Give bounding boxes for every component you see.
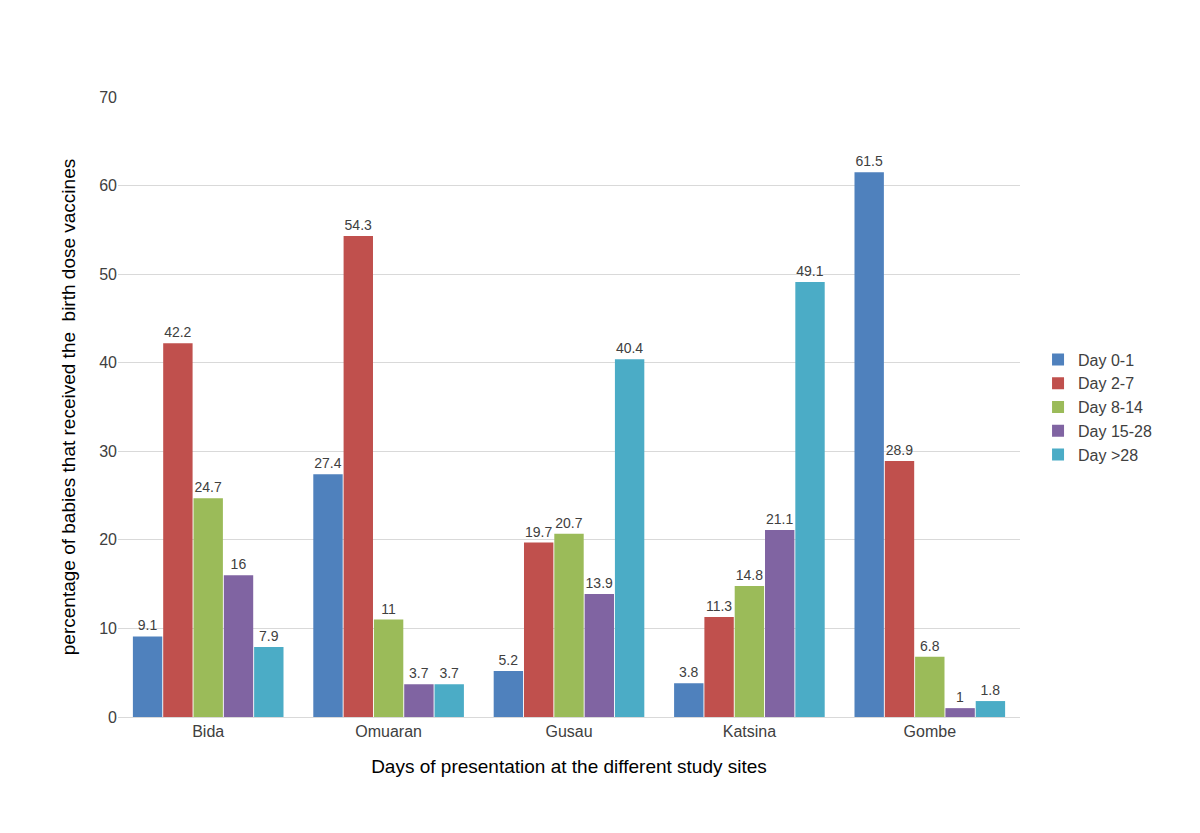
svg-text:9.1: 9.1 xyxy=(138,617,158,633)
svg-text:Bida: Bida xyxy=(192,723,224,740)
svg-text:3.8: 3.8 xyxy=(679,664,699,680)
svg-text:42.2: 42.2 xyxy=(164,324,191,340)
svg-text:24.7: 24.7 xyxy=(194,479,221,495)
svg-text:13.9: 13.9 xyxy=(586,575,613,591)
svg-text:Gusau: Gusau xyxy=(545,723,592,740)
svg-text:11: 11 xyxy=(381,601,396,617)
svg-text:Katsina: Katsina xyxy=(723,723,776,740)
svg-text:60: 60 xyxy=(99,177,117,194)
svg-text:49.1: 49.1 xyxy=(796,263,823,279)
svg-text:7.9: 7.9 xyxy=(259,628,279,644)
svg-text:10: 10 xyxy=(99,620,117,637)
svg-text:percentage of babies that rece: percentage of babies that received the b… xyxy=(58,159,79,655)
svg-text:19.7: 19.7 xyxy=(525,524,552,540)
svg-text:50: 50 xyxy=(99,266,117,283)
svg-text:70: 70 xyxy=(99,89,117,106)
svg-text:30: 30 xyxy=(99,443,117,460)
svg-text:Gombe: Gombe xyxy=(904,723,957,740)
svg-text:Day 0-1: Day 0-1 xyxy=(1078,352,1134,369)
svg-text:Omuaran: Omuaran xyxy=(355,723,422,740)
svg-text:Day >28: Day >28 xyxy=(1078,447,1138,464)
svg-text:6.8: 6.8 xyxy=(920,638,940,654)
svg-text:0: 0 xyxy=(108,709,117,726)
svg-text:27.4: 27.4 xyxy=(314,455,341,471)
svg-text:Days of presentation at the di: Days of presentation at the different st… xyxy=(371,756,767,777)
svg-text:40.4: 40.4 xyxy=(616,340,643,356)
svg-text:21.1: 21.1 xyxy=(766,511,793,527)
svg-text:Day 8-14: Day 8-14 xyxy=(1078,399,1143,416)
svg-text:3.7: 3.7 xyxy=(439,665,459,681)
svg-text:Day 15-28: Day 15-28 xyxy=(1078,423,1152,440)
svg-text:Day 2-7: Day 2-7 xyxy=(1078,375,1134,392)
svg-text:16: 16 xyxy=(231,556,247,572)
svg-text:54.3: 54.3 xyxy=(345,217,372,233)
svg-text:28.9: 28.9 xyxy=(886,442,913,458)
svg-text:5.2: 5.2 xyxy=(499,652,519,668)
svg-text:40: 40 xyxy=(99,354,117,371)
svg-text:3.7: 3.7 xyxy=(409,665,429,681)
svg-text:61.5: 61.5 xyxy=(855,153,882,169)
svg-text:1.8: 1.8 xyxy=(981,682,1001,698)
svg-text:20.7: 20.7 xyxy=(555,515,582,531)
svg-text:1: 1 xyxy=(956,689,964,705)
svg-text:11.3: 11.3 xyxy=(706,598,732,614)
svg-text:20: 20 xyxy=(99,531,117,548)
svg-text:14.8: 14.8 xyxy=(736,567,763,583)
